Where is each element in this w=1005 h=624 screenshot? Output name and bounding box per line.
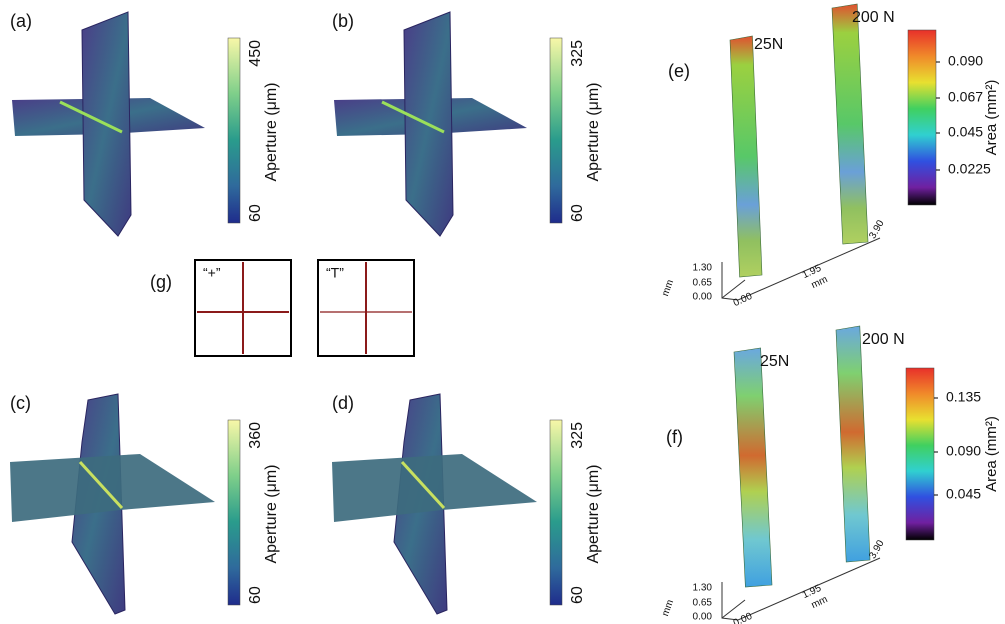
colorbar-tick-label: 0.090 — [948, 53, 983, 69]
axis-tick-label: 3.90 — [867, 218, 886, 241]
axis-tick-label: 0.00 — [732, 611, 755, 624]
colorbar-title: Aperture (μm) — [263, 464, 280, 563]
panel-label: (e) — [668, 61, 690, 81]
sample-label: 25N — [754, 36, 783, 53]
colorbar-tick-label: 0.067 — [948, 89, 983, 105]
colorbar — [550, 420, 562, 605]
colorbar-tick-label: 0.090 — [946, 443, 981, 459]
sample-column — [734, 348, 772, 587]
panel-label: (a) — [10, 11, 32, 31]
sample-label: 200 N — [862, 331, 905, 348]
colorbar-title: Area (mm²) — [983, 80, 1000, 156]
colorbar-tick-label: 0.135 — [946, 389, 981, 405]
colorbar-min: 60 — [569, 204, 586, 222]
colorbar-tick-label: 0.045 — [948, 124, 983, 140]
colorbar-max: 325 — [569, 422, 586, 449]
colorbar — [228, 420, 240, 605]
panel-label: (g) — [150, 272, 172, 292]
axis-tick-label: 0.00 — [732, 291, 755, 309]
colorbar-title: Aperture (μm) — [263, 82, 280, 181]
axis-tick-label: 0.00 — [693, 292, 713, 303]
colorbar-title: Aperture (μm) — [585, 464, 602, 563]
axis-tick-label: 0.65 — [693, 278, 713, 289]
axis-unit: mm — [660, 278, 676, 297]
colorbar-min: 60 — [247, 204, 264, 222]
inset-label: “T” — [326, 265, 344, 281]
colorbar — [906, 368, 934, 540]
colorbar-min: 60 — [569, 586, 586, 604]
sample-label: 25N — [760, 353, 789, 370]
sample-column — [832, 4, 868, 244]
panel-label: (b) — [332, 11, 354, 31]
axis-tick-label: 1.30 — [693, 263, 713, 274]
colorbar-max: 360 — [247, 422, 264, 449]
colorbar-title: Area (mm²) — [983, 416, 1000, 492]
sample-column — [730, 36, 762, 277]
colorbar-title: Aperture (μm) — [585, 82, 602, 181]
colorbar-max: 450 — [247, 40, 264, 67]
axis-tick-label: 0.00 — [693, 612, 713, 623]
colorbar-tick-label: 0.045 — [946, 486, 981, 502]
colorbar — [550, 38, 562, 223]
colorbar-max: 325 — [569, 40, 586, 67]
inset-label: “+” — [203, 265, 221, 281]
axis-unit: mm — [660, 598, 676, 617]
axis-tick-label: 0.65 — [693, 598, 713, 609]
panel-label: (f) — [666, 427, 683, 447]
colorbar — [228, 38, 240, 223]
colorbar-tick-label: 0.0225 — [948, 161, 991, 177]
panel-label: (c) — [10, 393, 31, 413]
sample-label: 200 N — [852, 9, 895, 26]
sample-column — [836, 326, 870, 562]
colorbar-min: 60 — [247, 586, 264, 604]
colorbar — [908, 30, 936, 205]
figure: (a) 450 60 Aperture (μm) (b) 325 60 Aperture (μ… — [0, 0, 1005, 624]
axis-tick-label: 1.30 — [693, 583, 713, 594]
axis-tick-label: 3.90 — [867, 538, 886, 561]
panel-label: (d) — [332, 393, 354, 413]
